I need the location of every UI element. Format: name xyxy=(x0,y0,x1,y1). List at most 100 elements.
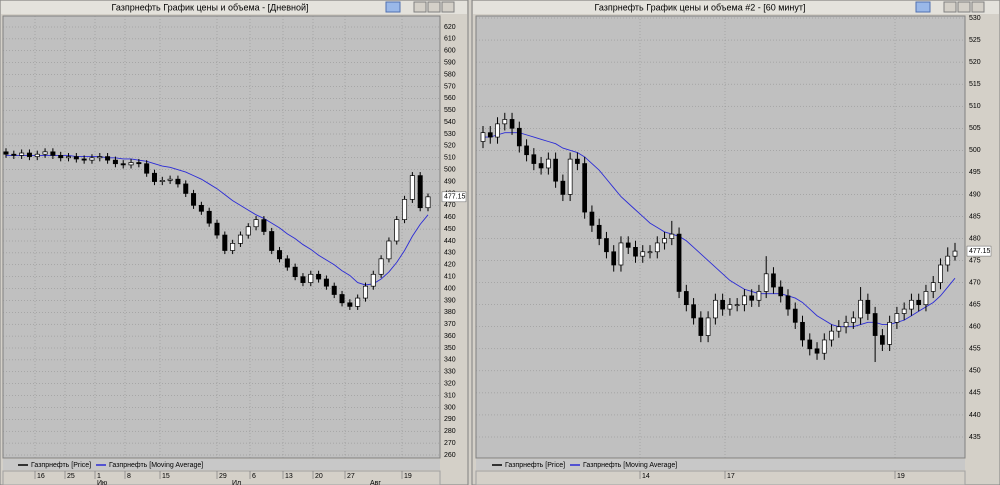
last-price-label: 477.15 xyxy=(969,248,991,255)
y-tick-label: 495 xyxy=(969,169,981,176)
y-tick-label: 500 xyxy=(969,147,981,154)
y-tick-label: 260 xyxy=(444,452,456,459)
y-tick-label: 310 xyxy=(444,392,456,399)
y-tick-label: 340 xyxy=(444,357,456,364)
y-tick-label: 330 xyxy=(444,369,456,376)
candle-body xyxy=(640,251,646,257)
maximize-button[interactable] xyxy=(427,1,441,13)
y-tick-label: 420 xyxy=(444,262,456,269)
candle-body xyxy=(756,291,762,301)
candle-body xyxy=(409,175,415,200)
y-tick-label: 390 xyxy=(444,297,456,304)
candle-body xyxy=(339,294,345,304)
minimize-button[interactable] xyxy=(943,1,957,13)
y-tick-label: 445 xyxy=(969,390,981,397)
candle-body xyxy=(560,180,566,195)
candle-body xyxy=(183,183,189,194)
candle-body xyxy=(872,313,878,336)
x-tick-label: 29 xyxy=(219,473,227,480)
candle-body xyxy=(771,273,776,288)
candle-body xyxy=(308,273,314,283)
window-title: Газпрнефть График цены и объема - [Дневн… xyxy=(111,2,308,12)
close-button[interactable] xyxy=(971,1,985,13)
maximize-button[interactable] xyxy=(957,1,971,13)
candle-body xyxy=(734,304,740,307)
y-tick-label: 540 xyxy=(444,119,456,126)
edit-button[interactable] xyxy=(915,1,931,13)
candle-body xyxy=(402,199,408,220)
candle-body xyxy=(821,339,827,354)
y-tick-label: 505 xyxy=(969,125,981,132)
y-tick-label: 600 xyxy=(444,48,456,55)
candle-body xyxy=(386,240,392,260)
candle-body xyxy=(97,156,103,159)
candle-body xyxy=(355,297,361,307)
x-tick-label: 27 xyxy=(347,473,355,480)
candle-body xyxy=(713,299,718,319)
window-hourly: Газпрнефть График цены и объема #2 - [60… xyxy=(471,0,1000,485)
y-tick-label: 410 xyxy=(444,274,456,281)
y-tick-label: 280 xyxy=(444,428,456,435)
candle-body xyxy=(331,285,337,295)
minimize-button[interactable] xyxy=(413,1,427,13)
legend-strip xyxy=(476,459,965,470)
close-button[interactable] xyxy=(441,1,455,13)
candle-body xyxy=(277,250,283,260)
candle-body xyxy=(347,302,353,307)
y-tick-label: 510 xyxy=(969,103,981,110)
candle-body xyxy=(144,163,150,174)
y-tick-label: 550 xyxy=(444,107,456,114)
time-axis xyxy=(475,470,966,485)
candle-body xyxy=(66,156,72,159)
y-tick-label: 520 xyxy=(444,143,456,150)
candle-body xyxy=(807,339,813,350)
candle-body xyxy=(575,158,580,164)
candle-body xyxy=(720,299,725,310)
month-label: Ил xyxy=(232,480,241,485)
y-tick-label: 455 xyxy=(969,346,981,353)
x-tick-label: 16 xyxy=(37,473,45,480)
time-axis xyxy=(2,470,441,485)
candle-body xyxy=(792,308,798,323)
candle-body xyxy=(167,178,173,181)
candle-body xyxy=(567,158,573,195)
y-tick-label: 470 xyxy=(444,202,456,209)
candle-body xyxy=(887,321,892,345)
candle-body xyxy=(300,276,306,283)
window-daily: Газпрнефть График цены и объема - [Дневн… xyxy=(0,0,469,485)
candle-body xyxy=(81,158,87,161)
y-tick-label: 460 xyxy=(969,324,981,331)
candle-body xyxy=(128,162,134,166)
y-tick-label: 560 xyxy=(444,95,456,102)
candle-body xyxy=(800,321,805,341)
legend-label: Газпрнефть [Moving Average] xyxy=(109,462,203,469)
candle-body xyxy=(880,335,885,345)
candle-body xyxy=(245,226,251,236)
window-title: Газпрнефть График цены и объема #2 - [60… xyxy=(594,2,805,12)
candle-body xyxy=(214,222,220,236)
last-price-label: 477.15 xyxy=(444,194,466,201)
candle-body xyxy=(930,282,936,292)
candle-body xyxy=(237,234,243,244)
candle-body xyxy=(778,286,784,297)
candle-body xyxy=(480,132,486,142)
y-tick-label: 450 xyxy=(444,226,456,233)
x-tick-label: 14 xyxy=(642,473,650,480)
y-tick-label: 450 xyxy=(969,368,981,375)
candle-body xyxy=(502,119,508,125)
candle-body xyxy=(538,163,544,169)
y-tick-label: 300 xyxy=(444,404,456,411)
x-tick-label: 20 xyxy=(315,473,323,480)
y-tick-label: 400 xyxy=(444,285,456,292)
edit-button[interactable] xyxy=(385,1,401,13)
y-tick-label: 580 xyxy=(444,71,456,78)
candle-body xyxy=(198,204,204,212)
x-tick-label: 13 xyxy=(285,473,293,480)
title-bar xyxy=(473,1,999,14)
month-label: Авг xyxy=(370,480,381,485)
candle-body xyxy=(378,258,384,275)
y-tick-label: 440 xyxy=(444,238,456,245)
candle-body xyxy=(850,317,856,323)
y-tick-label: 530 xyxy=(969,15,981,22)
candle-body xyxy=(509,119,515,129)
